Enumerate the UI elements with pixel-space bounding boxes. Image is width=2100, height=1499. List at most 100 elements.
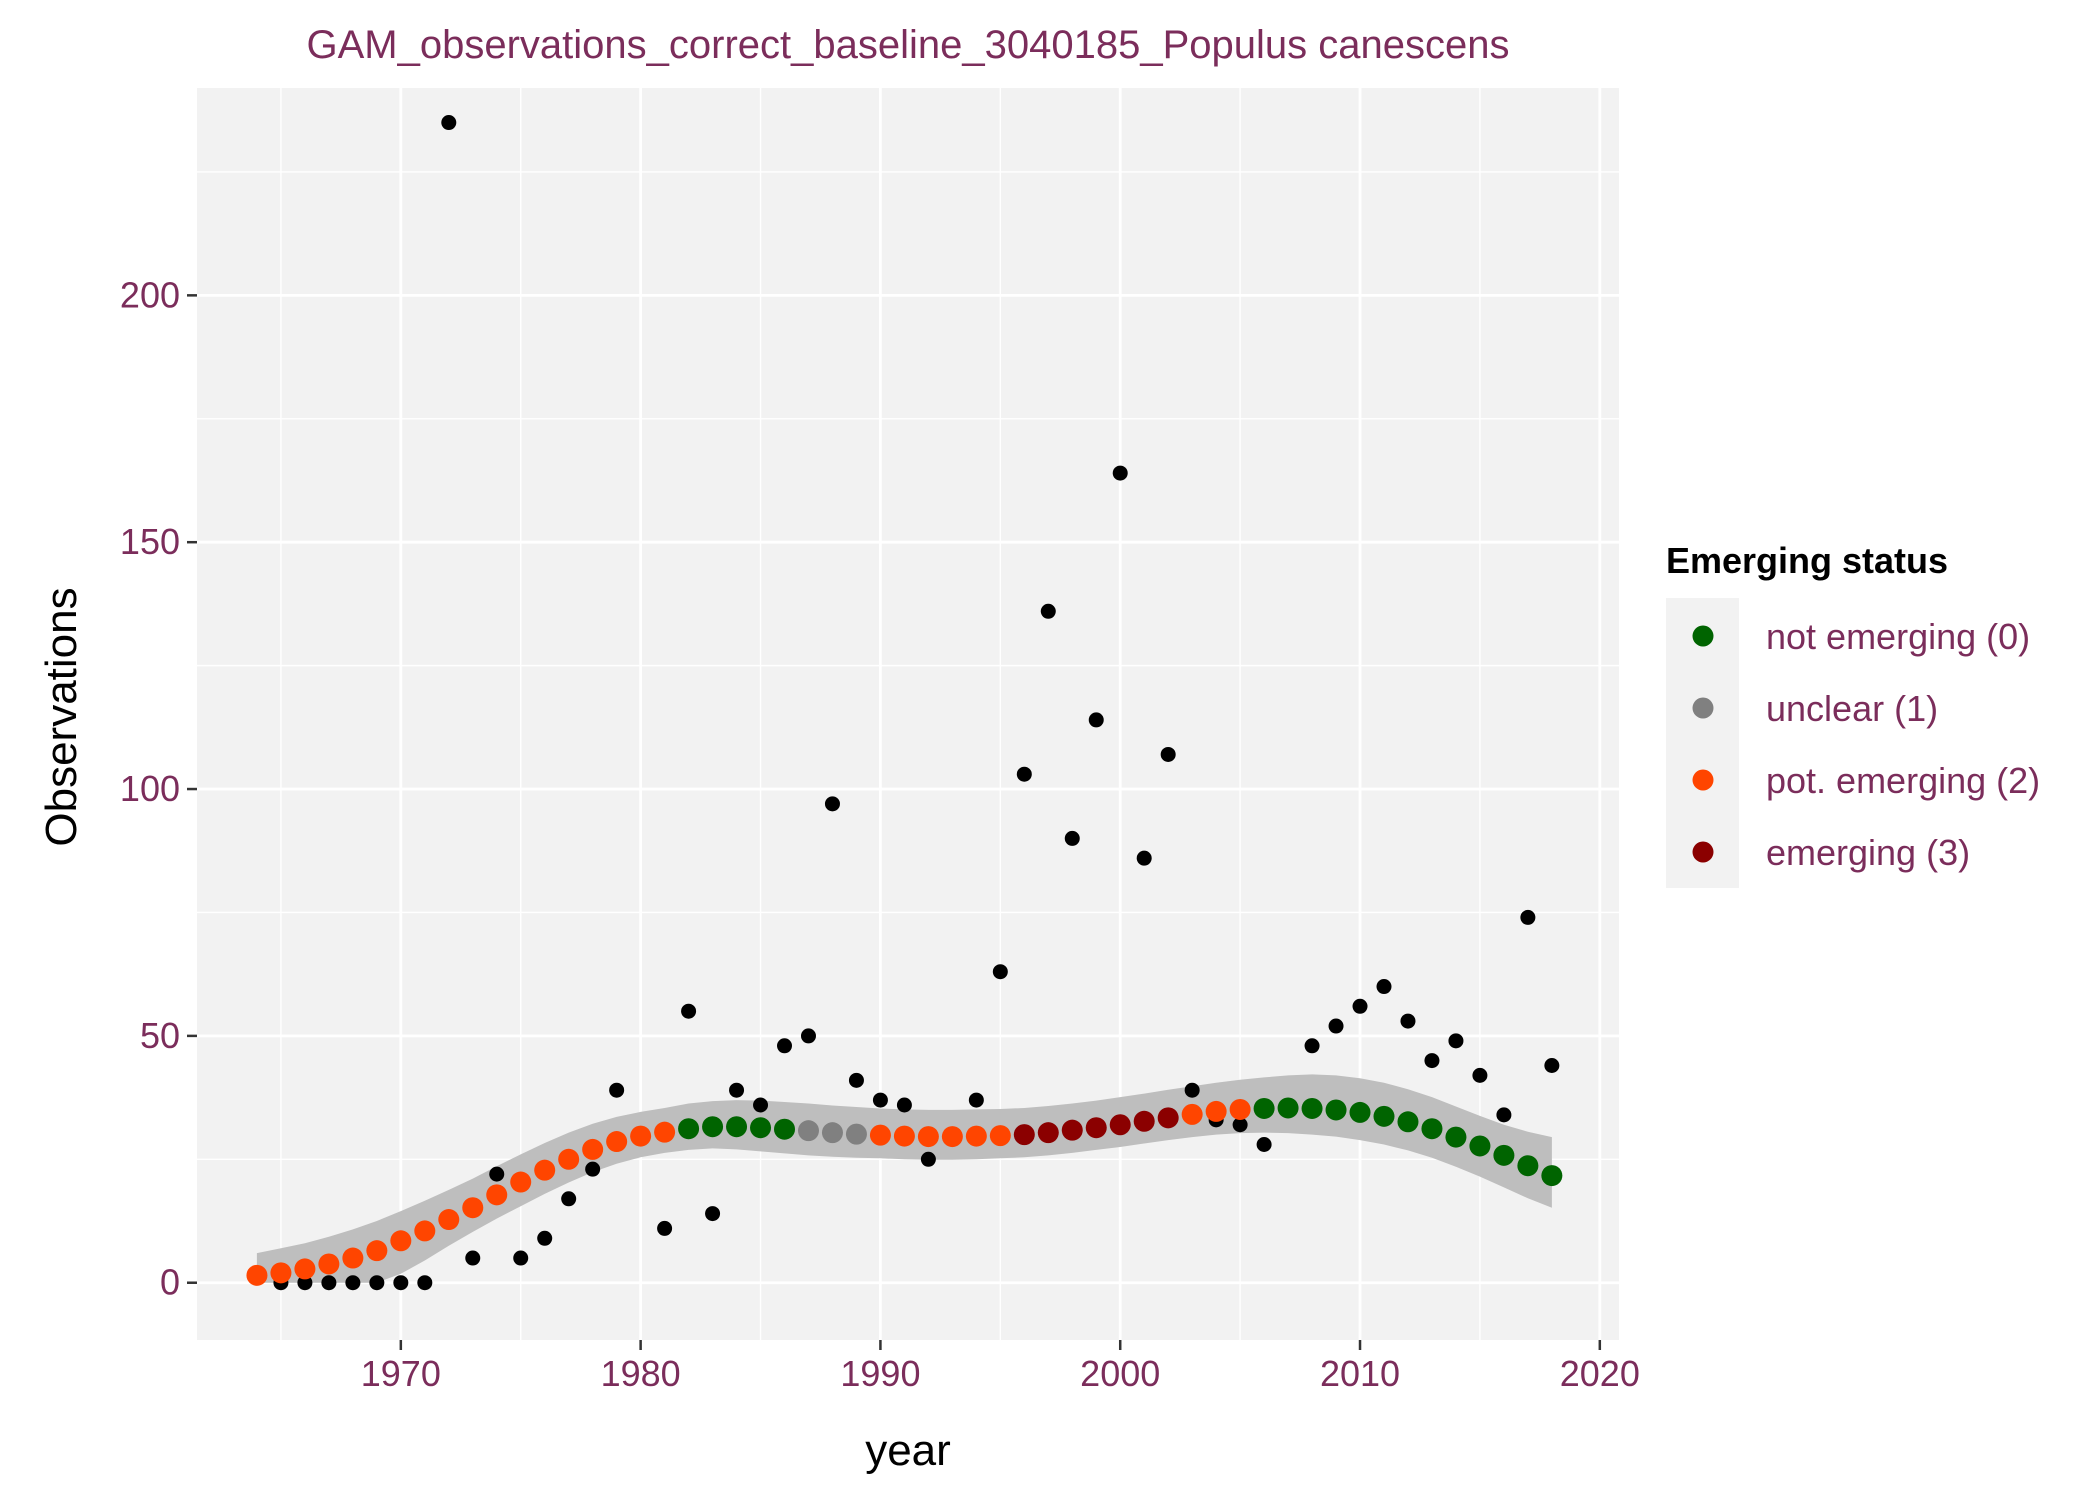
- x-tick-label: 2000: [1080, 1353, 1160, 1394]
- gam-fit-point: [1325, 1099, 1347, 1121]
- gam-fit-point: [726, 1116, 748, 1138]
- observation-point: [1184, 1082, 1200, 1098]
- observation-point: [585, 1161, 601, 1177]
- observation-point: [1496, 1107, 1512, 1123]
- gam-fit-point: [1517, 1155, 1539, 1177]
- observation-point: [345, 1275, 361, 1291]
- gam-fit-point: [869, 1124, 891, 1146]
- legend-title: Emerging status: [1666, 540, 1948, 581]
- observation-point: [705, 1206, 721, 1222]
- gam-fit-point: [1229, 1098, 1251, 1120]
- gam-fit-point: [1277, 1097, 1299, 1119]
- observation-point: [1232, 1117, 1248, 1133]
- observation-point: [1352, 998, 1368, 1014]
- observation-point: [1136, 850, 1152, 866]
- observation-points: [273, 115, 1560, 1291]
- gam-fit-point: [1301, 1097, 1323, 1119]
- gam-fit-point: [821, 1122, 843, 1144]
- observation-point: [1064, 830, 1080, 846]
- gam-fit-point: [246, 1264, 268, 1286]
- legend-entries: not emerging (0) unclear (1) pot. emerging…: [1692, 616, 2040, 873]
- x-tick-label: 2010: [1320, 1353, 1400, 1394]
- gam-fit-point: [510, 1171, 532, 1193]
- legend-key: [1692, 697, 1714, 719]
- gam-fit-point: [702, 1116, 724, 1138]
- observation-point: [1472, 1067, 1488, 1083]
- observation-point: [777, 1038, 793, 1054]
- gam-fit-point: [294, 1258, 316, 1280]
- gam-fit-point: [1109, 1114, 1131, 1136]
- observation-point: [800, 1028, 816, 1044]
- observation-point: [513, 1250, 529, 1266]
- observation-point: [609, 1082, 625, 1098]
- observation-point: [393, 1275, 409, 1291]
- observation-point: [1112, 465, 1128, 481]
- gam-fit-point: [366, 1240, 388, 1262]
- gam-fit-point: [1541, 1165, 1563, 1187]
- observation-point: [1256, 1136, 1272, 1152]
- gam-fit-point: [797, 1120, 819, 1142]
- observation-point: [561, 1191, 577, 1207]
- y-tick-label: 100: [120, 768, 180, 809]
- observation-point: [1040, 603, 1056, 619]
- gam-fit-point: [1469, 1135, 1491, 1157]
- observation-point: [1304, 1038, 1320, 1054]
- observation-point: [824, 796, 840, 812]
- gam-fit-point: [318, 1253, 340, 1275]
- gam-fit-point: [965, 1125, 987, 1147]
- observation-point: [1088, 712, 1104, 728]
- legend-key: [1692, 769, 1714, 791]
- observation-point: [1160, 746, 1176, 762]
- gam-fit-point: [630, 1125, 652, 1147]
- x-tick-label: 2020: [1560, 1353, 1640, 1394]
- legend-label: pot. emerging (2): [1766, 760, 2040, 801]
- gam-fit-point: [989, 1125, 1011, 1147]
- observation-point: [753, 1097, 769, 1113]
- y-tick-label: 0: [160, 1262, 180, 1303]
- observation-point: [920, 1151, 936, 1167]
- gam-fit-point: [414, 1220, 436, 1242]
- gam-fit-point: [1349, 1101, 1371, 1123]
- observation-point: [848, 1072, 864, 1088]
- gam-fit-point: [1085, 1117, 1107, 1139]
- observation-point: [1400, 1013, 1416, 1029]
- observation-point: [489, 1166, 505, 1182]
- observation-point: [465, 1250, 481, 1266]
- gam-fit-point: [582, 1138, 604, 1160]
- observation-point: [297, 1275, 313, 1291]
- observation-point: [321, 1275, 337, 1291]
- legend-label: emerging (3): [1766, 832, 1970, 873]
- observation-point: [992, 964, 1008, 980]
- legend-key: [1692, 625, 1714, 647]
- y-tick-label: 50: [140, 1015, 180, 1056]
- gam-fit-point: [1133, 1110, 1155, 1132]
- x-tick-label: 1970: [361, 1353, 441, 1394]
- gam-fit-point: [270, 1262, 292, 1284]
- gam-fit-point: [342, 1247, 364, 1269]
- gam-fit-points: [246, 1097, 1563, 1286]
- observation-point: [369, 1275, 385, 1291]
- gam-fit-point: [845, 1123, 867, 1145]
- gam-fit-point: [462, 1197, 484, 1219]
- observation-point: [537, 1230, 553, 1246]
- observation-point: [968, 1092, 984, 1108]
- gam-fit-point: [1037, 1122, 1059, 1144]
- gam-fit-point: [1493, 1144, 1515, 1166]
- gam-fit-point: [1013, 1124, 1035, 1146]
- legend-key: [1692, 841, 1714, 863]
- observation-point: [657, 1220, 673, 1236]
- axes: 1970 1980 1990 2000 2010 2020 0 50 100 150 200: [120, 274, 1640, 1394]
- legend-label: unclear (1): [1766, 688, 1938, 729]
- gam-fit-point: [1421, 1118, 1443, 1140]
- gam-fit-point: [1205, 1100, 1227, 1122]
- x-axis-title: year: [865, 1426, 951, 1475]
- observation-point: [681, 1003, 697, 1019]
- gam-fit-point: [1397, 1111, 1419, 1133]
- y-axis-title: Observations: [37, 587, 86, 846]
- gam-fit-point: [558, 1148, 580, 1170]
- gam-fit-point: [1157, 1107, 1179, 1129]
- observation-point: [896, 1097, 912, 1113]
- chart-title: GAM_observations_correct_baseline_304018…: [306, 23, 1509, 67]
- legend: Emerging status not emerging (0) unclear …: [1666, 540, 2040, 888]
